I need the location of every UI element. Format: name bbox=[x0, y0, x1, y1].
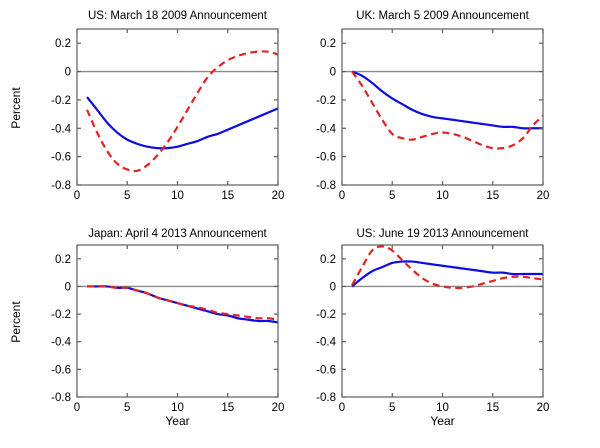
x-tick-label: 0 bbox=[339, 402, 345, 414]
y-tick-label: 0.2 bbox=[55, 254, 71, 266]
series-line-blue-solid bbox=[86, 96, 279, 150]
x-tick-label: 10 bbox=[171, 190, 184, 202]
chart-title: Japan: April 4 2013 Announcement bbox=[88, 228, 267, 240]
y-tick-label: -0.4 bbox=[316, 123, 336, 135]
axis-box bbox=[76, 244, 279, 398]
y-tick-label: 0 bbox=[330, 67, 336, 79]
x-tick-label: 15 bbox=[486, 402, 499, 414]
x-axis-label-year: Year bbox=[165, 414, 190, 428]
subplot-japan-april-2013: 0 5 10 15 20 0.2 0 -0.2 -0.4 -0.6 -0.8 Japan: Apri… bbox=[0, 224, 300, 448]
series-line-blue-solid bbox=[351, 70, 543, 130]
y-tick-label: -0.4 bbox=[316, 337, 336, 349]
axis-box bbox=[76, 28, 279, 186]
x-tick-label: 5 bbox=[124, 402, 130, 414]
chart-title: US: March 18 2009 Announcement bbox=[87, 10, 267, 22]
y-tick-label: -0.6 bbox=[316, 152, 336, 164]
y-tick-label: -0.8 bbox=[51, 180, 71, 192]
axis-box bbox=[341, 28, 544, 186]
x-tick-label: 15 bbox=[486, 190, 499, 202]
axis-box bbox=[341, 244, 544, 398]
x-tick-label: 10 bbox=[436, 190, 449, 202]
series-line-red-dashed bbox=[87, 285, 279, 321]
series-line-red-dashed bbox=[351, 245, 544, 290]
subplot-uk-march-2009: 0 5 10 15 20 0.2 0 -0.2 -0.4 -0.6 -0.8 UK: March 5… bbox=[300, 0, 600, 224]
y-tick-label: -0.8 bbox=[51, 392, 71, 404]
x-tick-label: 20 bbox=[272, 402, 285, 414]
x-tick-label: 0 bbox=[339, 190, 345, 202]
y-tick-label: 0 bbox=[65, 281, 71, 293]
y-tick-label: -0.2 bbox=[316, 95, 336, 107]
x-axis-label-year: Year bbox=[430, 414, 455, 428]
line-chart-us-march-2009: 0 5 10 15 20 0.2 0 -0.2 -0.4 -0.6 -0.8 bbox=[51, 28, 285, 202]
x-tick-label: 15 bbox=[221, 190, 234, 202]
subplot-us-june-2013: 0 5 10 15 20 0.2 0 -0.2 -0.4 -0.6 -0.8 US: June 19… bbox=[300, 224, 600, 448]
y-tick-label: 0 bbox=[65, 67, 71, 79]
x-tick-label: 20 bbox=[272, 190, 285, 202]
x-tick-label: 0 bbox=[74, 190, 80, 202]
y-axis-label-percent: Percent bbox=[9, 301, 23, 343]
line-chart-japan-april-2013: 0 5 10 15 20 0.2 0 -0.2 -0.4 -0.6 -0.8 bbox=[51, 244, 285, 414]
y-tick-label: -0.6 bbox=[51, 152, 71, 164]
x-tick-label: 5 bbox=[389, 402, 395, 414]
line-chart-us-june-2013: 0 5 10 15 20 0.2 0 -0.2 -0.4 -0.6 -0.8 bbox=[316, 244, 550, 414]
y-tick-label: -0.2 bbox=[51, 309, 71, 321]
y-tick-label: -0.4 bbox=[51, 337, 71, 349]
y-tick-label: -0.6 bbox=[316, 364, 336, 376]
y-tick-label: 0.2 bbox=[55, 38, 71, 50]
x-tick-label: 5 bbox=[124, 190, 130, 202]
y-axis-label-percent: Percent bbox=[9, 87, 23, 129]
line-chart-uk-march-2009: 0 5 10 15 20 0.2 0 -0.2 -0.4 -0.6 -0.8 bbox=[316, 28, 550, 202]
x-tick-label: 0 bbox=[74, 402, 80, 414]
chart-title: US: June 19 2013 Announcement bbox=[356, 228, 529, 240]
x-tick-label: 10 bbox=[171, 402, 184, 414]
y-tick-label: -0.4 bbox=[51, 123, 71, 135]
subplot-us-march-2009: 0 5 10 15 20 0.2 0 -0.2 -0.4 -0.6 -0.8 US: March 1… bbox=[0, 0, 300, 224]
y-tick-label: -0.6 bbox=[51, 364, 71, 376]
series-line-red-dashed bbox=[351, 70, 544, 150]
chart-title: UK: March 5 2009 Announcement bbox=[356, 10, 529, 22]
y-tick-label: 0.2 bbox=[320, 254, 336, 266]
x-tick-label: 15 bbox=[221, 402, 234, 414]
y-tick-label: -0.2 bbox=[51, 95, 71, 107]
x-tick-label: 10 bbox=[436, 402, 449, 414]
y-tick-label: -0.8 bbox=[316, 392, 336, 404]
x-tick-label: 20 bbox=[537, 402, 550, 414]
x-tick-label: 20 bbox=[537, 190, 550, 202]
y-tick-label: 0.2 bbox=[320, 38, 336, 50]
y-tick-label: -0.8 bbox=[316, 180, 336, 192]
series-line-red-dashed bbox=[86, 50, 279, 173]
y-tick-label: 0 bbox=[330, 281, 336, 293]
y-tick-label: -0.2 bbox=[316, 309, 336, 321]
x-tick-label: 5 bbox=[389, 190, 395, 202]
series-line-blue-solid bbox=[351, 260, 543, 288]
